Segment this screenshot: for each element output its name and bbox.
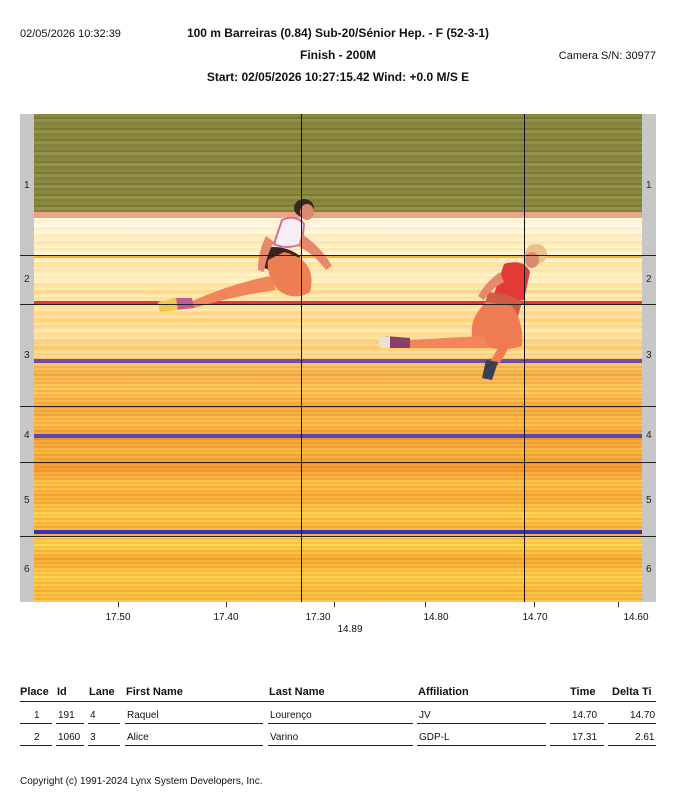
axis-label: 14.80 <box>423 612 449 623</box>
right-lane-gutter <box>642 114 656 602</box>
row-1-rule <box>608 723 656 724</box>
photo-finish-film <box>34 114 642 602</box>
timestamp: 02/05/2026 10:32:39 <box>20 28 121 40</box>
row-2-delta: 2.61 <box>635 732 655 743</box>
lane-number-right-2: 2 <box>646 274 652 285</box>
axis-label: 17.30 <box>305 612 331 623</box>
row-2-rule <box>608 745 656 746</box>
row-1-place: 1 <box>34 710 40 721</box>
col-header-delta: Delta Ti <box>612 686 652 698</box>
axis-label: 14.70 <box>522 612 548 623</box>
lane-divider-4 <box>20 462 656 463</box>
col-header-time: Time <box>570 686 596 698</box>
axis-tick <box>425 602 426 607</box>
cursor-line-2[interactable] <box>524 114 525 602</box>
row-2-affiliation: GDP-L <box>419 732 450 743</box>
axis-tick <box>534 602 535 607</box>
lane-number-right-5: 5 <box>646 495 652 506</box>
axis-tick <box>118 602 119 607</box>
race-subtitle: Finish - 200M <box>299 48 376 62</box>
axis-label: 17.40 <box>213 612 239 623</box>
col-header-id: Id <box>57 686 67 698</box>
row-1-id: 191 <box>58 710 75 721</box>
lane-divider-3 <box>20 406 656 407</box>
lane-number-left-1: 1 <box>24 180 30 191</box>
row-1-rule <box>417 723 546 724</box>
lane-number-left-3: 3 <box>24 350 30 361</box>
lane-1-edge-stripe <box>34 212 642 218</box>
row-1-rule <box>550 723 604 724</box>
camera-serial: Camera S/N: 30977 <box>558 50 656 62</box>
row-2-id: 1060 <box>58 732 81 743</box>
row-2-rule <box>125 745 263 746</box>
track-texture-upper <box>34 218 642 358</box>
row-2-lane: 3 <box>90 732 96 743</box>
left-lane-gutter <box>20 114 34 602</box>
track-texture-lower <box>34 358 642 602</box>
axis-tick <box>334 602 335 607</box>
lane-number-right-1: 1 <box>646 180 652 191</box>
row-1-first-name: Raquel <box>127 710 159 721</box>
cursor-time-label: 14.89 <box>337 624 363 635</box>
lane-number-right-3: 3 <box>646 350 652 361</box>
axis-tick <box>226 602 227 607</box>
col-header-place: Place <box>20 686 49 698</box>
row-1-rule <box>125 723 263 724</box>
lane-number-left-4: 4 <box>24 430 30 441</box>
col-header-lane: Lane <box>89 686 115 698</box>
row-2-last-name: Varino <box>270 732 299 743</box>
lane-number-left-2: 2 <box>24 274 30 285</box>
lane-number-right-6: 6 <box>646 564 652 575</box>
row-2-rule <box>56 745 84 746</box>
axis-tick <box>618 602 619 607</box>
row-1-rule <box>88 723 120 724</box>
row-2-rule <box>268 745 413 746</box>
col-header-first-name: First Name <box>126 686 183 698</box>
row-1-lane: 4 <box>90 710 96 721</box>
axis-label: 14.60 <box>623 612 649 623</box>
col-header-last-name: Last Name <box>269 686 325 698</box>
row-1-delta: 14.70 <box>630 710 656 721</box>
start-wind-info: Start: 02/05/2026 10:27:15.42 Wind: +0.0… <box>206 70 470 84</box>
row-1-affiliation: JV <box>419 710 431 721</box>
lane-2-stripe <box>34 256 642 258</box>
row-1-rule <box>56 723 84 724</box>
header-underline <box>20 701 656 702</box>
lane-5-blue-stripe <box>34 530 642 534</box>
lane-divider-2 <box>20 304 656 305</box>
photo-finish-image[interactable]: 1 2 3 4 5 6 1 2 3 4 5 6 17.50 17.40 17.3… <box>20 114 656 635</box>
race-title: 100 m Barreiras (0.84) Sub-20/Sénior Hep… <box>186 26 490 40</box>
row-1-rule <box>20 723 52 724</box>
row-2-rule <box>88 745 120 746</box>
row-2-time: 17.31 <box>572 732 598 743</box>
row-1-rule <box>268 723 413 724</box>
athlete-red-top[interactable] <box>374 242 554 382</box>
lane-number-left-5: 5 <box>24 495 30 506</box>
lane-4-purple-stripe <box>34 434 642 438</box>
lane-divider-1 <box>20 255 656 256</box>
lane-number-right-4: 4 <box>646 430 652 441</box>
lane-2-red-stripe <box>34 301 642 304</box>
cursor-line-1[interactable] <box>301 114 302 602</box>
row-2-first-name: Alice <box>127 732 149 743</box>
copyright-footer: Copyright (c) 1991-2024 Lynx System Deve… <box>20 776 263 787</box>
row-2-rule <box>550 745 604 746</box>
lane-3-purple-stripe <box>34 359 642 363</box>
row-2-rule <box>20 745 52 746</box>
background-olive-band <box>34 114 642 216</box>
row-1-time: 14.70 <box>572 710 598 721</box>
row-2-place: 2 <box>34 732 40 743</box>
lane-divider-5 <box>20 536 656 537</box>
lane-number-left-6: 6 <box>24 564 30 575</box>
axis-label: 17.50 <box>105 612 131 623</box>
athlete-white-top[interactable] <box>154 194 334 314</box>
col-header-affiliation: Affiliation <box>418 686 469 698</box>
row-1-last-name: Lourenço <box>270 710 312 721</box>
row-2-rule <box>417 745 546 746</box>
